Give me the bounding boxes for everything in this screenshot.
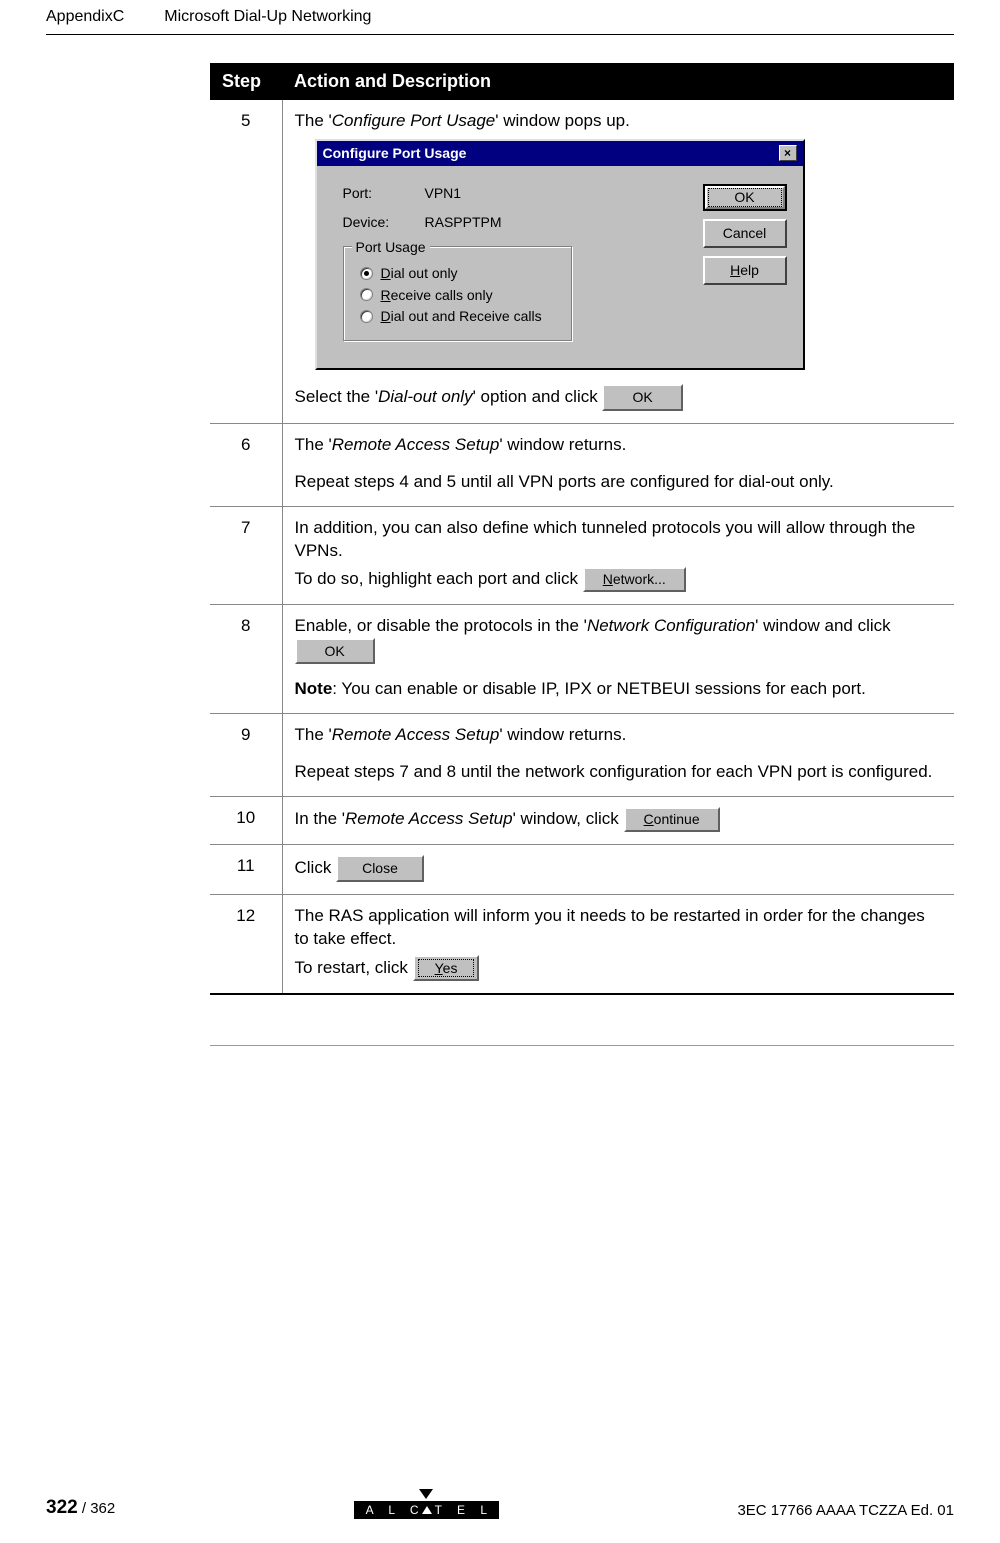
port-usage-group: Port Usage Dial out only Receive calls o…	[343, 246, 573, 343]
group-legend: Port Usage	[352, 238, 430, 257]
dialog-title: Configure Port Usage	[323, 144, 467, 163]
radio-receive-only[interactable]: Receive calls only	[360, 286, 556, 305]
col-step: Step	[210, 63, 282, 100]
step-number: 7	[210, 506, 282, 604]
radio-dial-out-only[interactable]: Dial out only	[360, 264, 556, 283]
continue-button[interactable]: Continue	[624, 807, 720, 832]
device-row: Device: RASPPTPM	[343, 213, 685, 232]
step-number: 8	[210, 604, 282, 714]
port-label: Port:	[343, 184, 395, 203]
step-description: In the 'Remote Access Setup' window, cli…	[282, 797, 954, 845]
table-header-row: Step Action and Description	[210, 63, 954, 100]
col-action: Action and Description	[282, 63, 954, 100]
step12-line2: To restart, click Yes	[295, 955, 943, 982]
network-button[interactable]: Network...	[583, 567, 686, 592]
step-description: The 'Remote Access Setup' window returns…	[282, 424, 954, 507]
step9-line1: The 'Remote Access Setup' window returns…	[295, 724, 943, 747]
alcatel-logo: A L CT E L	[354, 1489, 499, 1519]
port-value: VPN1	[425, 184, 462, 203]
step12-line1: The RAS application will inform you it n…	[295, 905, 943, 951]
step-number: 5	[210, 100, 282, 424]
step-description: In addition, you can also define which t…	[282, 506, 954, 604]
radio-icon	[360, 310, 373, 323]
step-number: 12	[210, 894, 282, 994]
table-row: 5 The 'Configure Port Usage' window pops…	[210, 100, 954, 424]
step-description: Click Close	[282, 844, 954, 894]
radio-dial-receive[interactable]: Dial out and Receive calls	[360, 307, 556, 326]
triangle-icon	[422, 1506, 432, 1514]
table-row: 12 The RAS application will inform you i…	[210, 894, 954, 994]
close-button[interactable]: Close	[336, 855, 424, 882]
page-footer: 322 / 362 A L CT E L 3EC 17766 AAAA TCZZ…	[46, 1489, 954, 1519]
table-row: 9 The 'Remote Access Setup' window retur…	[210, 714, 954, 797]
step-description: The RAS application will inform you it n…	[282, 894, 954, 994]
ok-button[interactable]: OK	[295, 638, 375, 665]
triangle-icon	[419, 1489, 433, 1499]
ok-button[interactable]: OK	[703, 184, 787, 211]
close-icon[interactable]: ×	[779, 145, 797, 161]
appendix-label: AppendixC	[46, 8, 124, 26]
table-row: 8 Enable, or disable the protocols in th…	[210, 604, 954, 714]
step-number: 11	[210, 844, 282, 894]
step9-line2: Repeat steps 7 and 8 until the network c…	[295, 761, 943, 784]
radio-icon	[360, 267, 373, 280]
help-button[interactable]: Help	[703, 256, 787, 285]
step-description: The 'Configure Port Usage' window pops u…	[282, 100, 954, 424]
ok-button[interactable]: OK	[602, 384, 682, 411]
step5-select-line: Select the 'Dial-out only' option and cl…	[295, 384, 943, 411]
dialog-left: Port: VPN1 Device: RASPPTPM Port Usage	[343, 184, 685, 342]
step-number: 6	[210, 424, 282, 507]
dialog-body: Port: VPN1 Device: RASPPTPM Port Usage	[317, 166, 803, 368]
doc-id: 3EC 17766 AAAA TCZZA Ed. 01	[737, 1502, 954, 1519]
device-label: Device:	[343, 213, 395, 232]
step7-line1: In addition, you can also define which t…	[295, 517, 943, 563]
step8-note: Note: You can enable or disable IP, IPX …	[295, 678, 943, 701]
steps-table: Step Action and Description 5 The 'Confi…	[210, 63, 954, 995]
step8-line1: Enable, or disable the protocols in the …	[295, 615, 943, 665]
step6-line1: The 'Remote Access Setup' window returns…	[295, 434, 943, 457]
step-description: Enable, or disable the protocols in the …	[282, 604, 954, 714]
step-description: The 'Remote Access Setup' window returns…	[282, 714, 954, 797]
yes-button[interactable]: Yes	[413, 955, 480, 982]
table-row: 6 The 'Remote Access Setup' window retur…	[210, 424, 954, 507]
table-row: 10 In the 'Remote Access Setup' window, …	[210, 797, 954, 845]
step7-line2: To do so, highlight each port and click …	[295, 567, 943, 592]
configure-port-usage-dialog: Configure Port Usage × Port: VPN1 Device	[315, 139, 805, 370]
step-number: 9	[210, 714, 282, 797]
dialog-titlebar: Configure Port Usage ×	[317, 141, 803, 166]
dialog-buttons: OK Cancel Help	[703, 184, 787, 342]
page-header: AppendixC Microsoft Dial-Up Networking	[0, 0, 1000, 34]
section-rule	[210, 1045, 954, 1046]
table-row: 11 Click Close	[210, 844, 954, 894]
device-value: RASPPTPM	[425, 213, 502, 232]
radio-icon	[360, 288, 373, 301]
header-title: Microsoft Dial-Up Networking	[164, 8, 371, 26]
dialog-screenshot: Configure Port Usage × Port: VPN1 Device	[295, 133, 943, 384]
step6-line2: Repeat steps 4 and 5 until all VPN ports…	[295, 471, 943, 494]
port-row: Port: VPN1	[343, 184, 685, 203]
page-number: 322 / 362	[46, 1497, 115, 1519]
cancel-button[interactable]: Cancel	[703, 219, 787, 248]
step5-intro: The 'Configure Port Usage' window pops u…	[295, 110, 943, 133]
content-area: Step Action and Description 5 The 'Confi…	[0, 35, 1000, 1015]
step-number: 10	[210, 797, 282, 845]
table-row: 7 In addition, you can also define which…	[210, 506, 954, 604]
